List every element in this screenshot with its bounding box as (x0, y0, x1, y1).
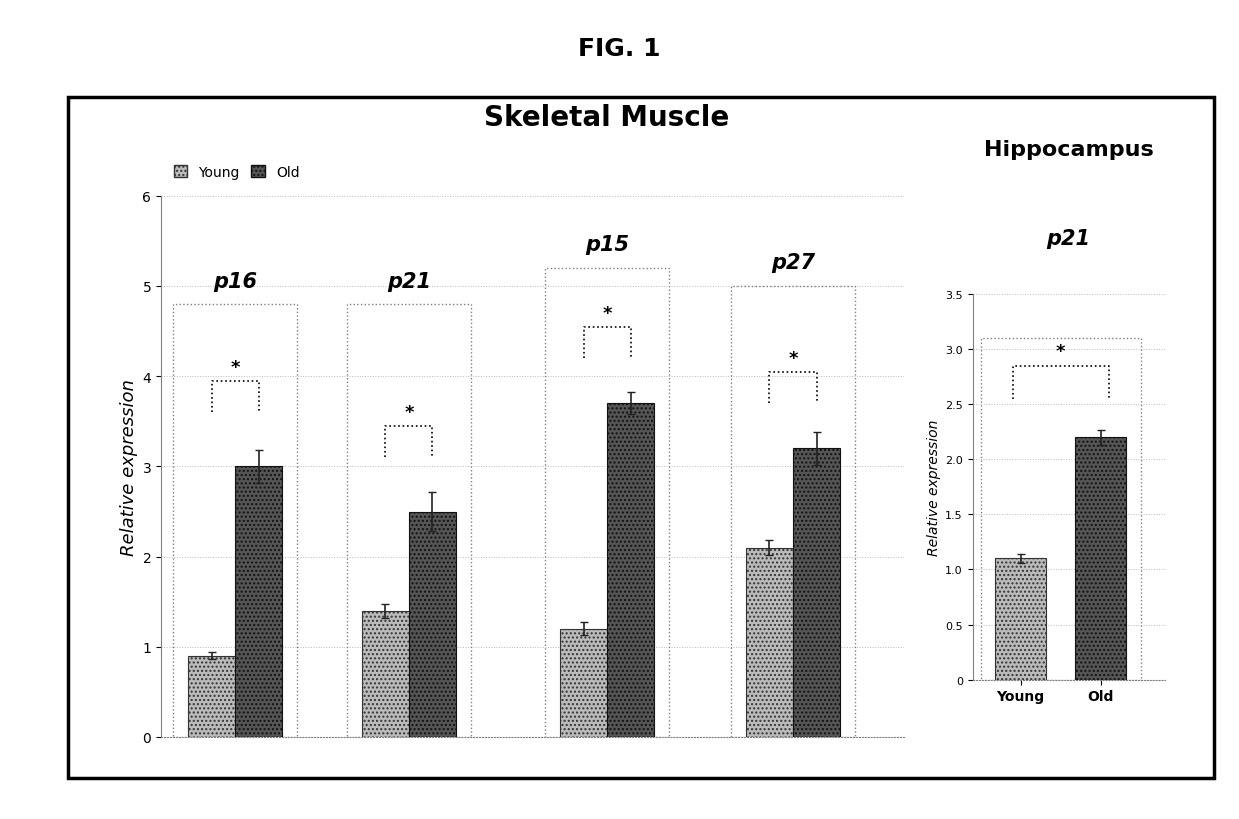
Bar (731, 287, 855, 737)
Bar (1075, 438, 1126, 680)
Bar (980, 339, 1141, 680)
Y-axis label: Relative expression: Relative expression (927, 419, 940, 555)
Text: *: * (404, 404, 414, 422)
Text: *: * (1056, 343, 1066, 361)
Text: p21: p21 (387, 271, 431, 291)
Legend: Young, Old: Young, Old (169, 161, 305, 185)
Bar (409, 512, 456, 737)
Bar (173, 305, 297, 737)
Text: *: * (230, 359, 240, 377)
Text: FIG. 1: FIG. 1 (579, 37, 660, 61)
Text: p27: p27 (771, 253, 815, 273)
Text: *: * (602, 305, 612, 323)
Bar (347, 305, 471, 737)
Bar (545, 269, 669, 737)
Bar (746, 548, 793, 737)
Text: p16: p16 (213, 271, 258, 291)
Bar (607, 404, 654, 737)
Text: Hippocampus: Hippocampus (984, 140, 1154, 160)
Bar (362, 611, 409, 737)
Bar (188, 656, 235, 737)
Y-axis label: Relative expression: Relative expression (120, 378, 139, 555)
Bar (995, 559, 1046, 680)
Text: p21: p21 (1047, 229, 1090, 249)
Bar (235, 467, 282, 737)
Bar (793, 449, 840, 737)
Bar (560, 629, 607, 737)
Text: p15: p15 (585, 235, 629, 256)
Text: Skeletal Muscle: Skeletal Muscle (484, 104, 730, 132)
Text: *: * (788, 350, 798, 368)
